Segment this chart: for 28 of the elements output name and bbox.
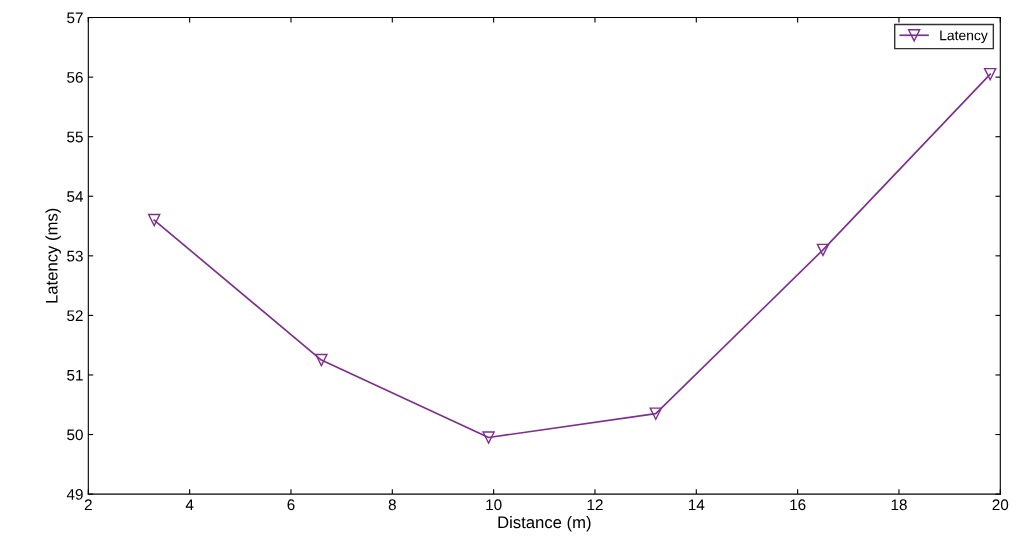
- y-tick-label: 50: [67, 429, 83, 441]
- point: [816, 243, 830, 257]
- x-tick-label: 2: [84, 499, 92, 511]
- x-tick-label: 4: [185, 499, 194, 511]
- y-tick-label: 53: [67, 250, 83, 262]
- point: [649, 407, 663, 420]
- x-tick-label: 18: [891, 499, 907, 511]
- y-tick-label: 54: [67, 191, 84, 202]
- x-tick-label: 12: [587, 499, 603, 511]
- legend-label: Latency: [940, 30, 988, 44]
- point: [482, 431, 495, 444]
- x-tick-label: 16: [790, 499, 806, 511]
- x-tick-label: 10: [486, 499, 502, 511]
- x-tick-label: 8: [388, 499, 396, 511]
- point: [147, 213, 161, 227]
- y-tick-label: 57: [67, 12, 83, 24]
- point: [983, 67, 997, 81]
- x-tick-label: 6: [287, 499, 295, 511]
- y-tick-label: 56: [67, 72, 83, 83]
- y-tick-label: 51: [67, 369, 83, 381]
- y-tick-label: 52: [67, 310, 83, 322]
- x-tick-label: 20: [992, 499, 1009, 511]
- x-axis-title: Distance (m): [498, 515, 591, 532]
- y-axis-title: Latency (ms): [45, 208, 61, 303]
- point: [315, 353, 328, 367]
- y-tick-label: 49: [66, 488, 83, 500]
- x-tick-label: 14: [688, 499, 705, 511]
- y-tick-label: 55: [67, 131, 83, 143]
